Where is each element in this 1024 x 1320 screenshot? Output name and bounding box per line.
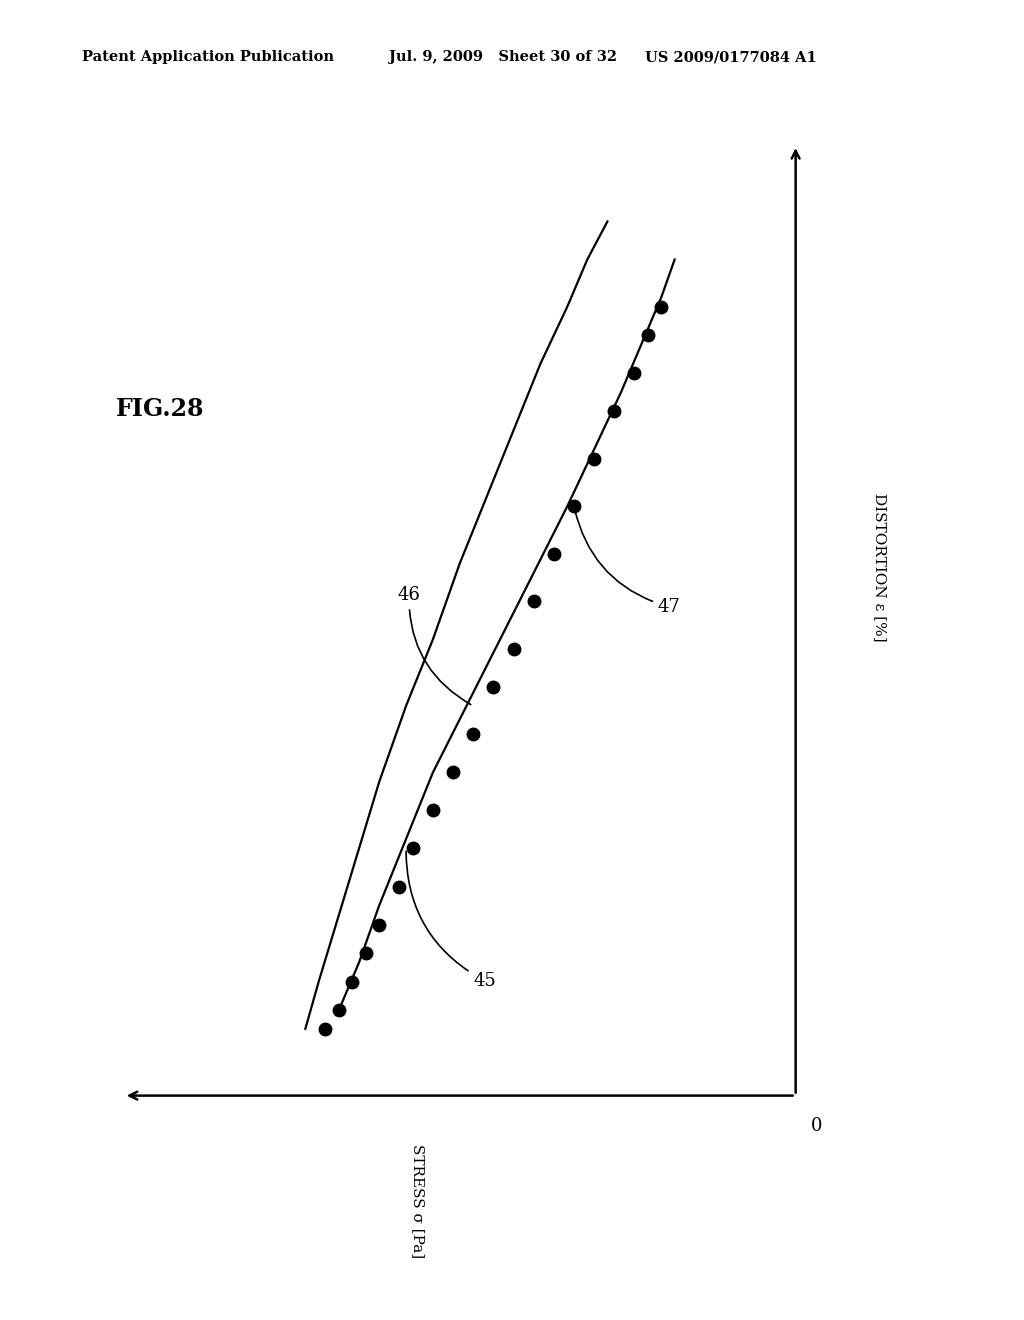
Text: 47: 47 [574, 510, 681, 616]
Text: 46: 46 [397, 586, 471, 705]
Text: 0: 0 [811, 1117, 822, 1135]
Text: STRESS σ [Pa]: STRESS σ [Pa] [411, 1144, 425, 1258]
Text: DISTORTION ε [%]: DISTORTION ε [%] [872, 494, 887, 642]
Text: Patent Application Publication: Patent Application Publication [82, 50, 334, 65]
Text: FIG.28: FIG.28 [116, 397, 204, 421]
Text: 45: 45 [407, 851, 496, 990]
Text: Jul. 9, 2009   Sheet 30 of 32: Jul. 9, 2009 Sheet 30 of 32 [389, 50, 617, 65]
Text: US 2009/0177084 A1: US 2009/0177084 A1 [645, 50, 817, 65]
